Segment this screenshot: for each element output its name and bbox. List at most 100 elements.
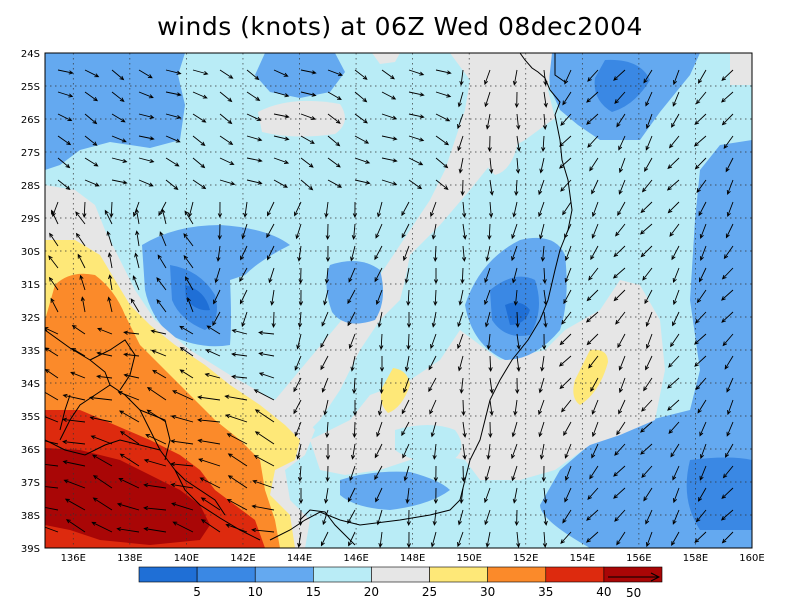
lon-label: 148E — [400, 553, 425, 564]
colorbar-labels: 5 10 15 20 25 30 35 40 — [193, 585, 611, 599]
wind-arrow — [297, 311, 303, 328]
wind-arrow — [721, 91, 734, 103]
wind-arrow — [489, 377, 494, 394]
wind-arrow — [64, 498, 86, 511]
wind-arrow — [511, 421, 518, 438]
wind-arrow — [57, 91, 74, 98]
wind-arrow — [586, 531, 599, 543]
wind-arrow — [727, 399, 734, 416]
wind-arrow — [489, 179, 494, 196]
wind-arrow — [406, 289, 411, 307]
wind-arrow — [352, 377, 357, 395]
wind-arrow — [435, 135, 450, 146]
wind-arrow — [671, 113, 680, 128]
wind-arrow — [156, 299, 167, 313]
wind-arrow — [435, 157, 449, 169]
wind-arrow — [324, 201, 329, 218]
wind-arrow — [324, 267, 330, 284]
wind-arrow — [352, 400, 358, 417]
wind-arrow — [300, 157, 314, 168]
wind-arrow — [158, 201, 167, 217]
wind-arrow — [725, 223, 734, 239]
wind-arrow — [354, 91, 368, 103]
wind-arrow — [695, 377, 707, 391]
wind-arrow — [642, 267, 653, 281]
wind-arrow — [618, 157, 626, 174]
wind-arrow — [539, 443, 545, 460]
wind-arrow — [224, 394, 248, 401]
wind-arrow — [401, 223, 410, 239]
wind-arrow — [484, 289, 491, 306]
wind-arrow — [562, 509, 572, 524]
wind-arrow — [90, 435, 113, 445]
wind-arrow — [258, 351, 275, 357]
wind-arrow — [352, 201, 358, 219]
wind-arrow — [644, 157, 653, 173]
wind-arrow — [179, 346, 194, 357]
wind-arrow — [699, 421, 707, 437]
wind-arrow — [672, 311, 680, 327]
wind-arrow — [484, 509, 491, 526]
wind-arrow — [267, 245, 275, 261]
wind-arrow — [430, 333, 437, 350]
wind-arrow — [668, 355, 680, 368]
wind-arrow — [560, 179, 572, 192]
wind-vectors — [45, 69, 734, 548]
wind-arrow — [226, 433, 248, 445]
wind-arrow — [402, 443, 410, 459]
wind-arrow — [106, 230, 113, 247]
wind-arrow — [130, 298, 140, 313]
wind-arrow — [75, 211, 86, 225]
wind-arrow — [327, 113, 341, 124]
wind-arrow — [408, 69, 425, 76]
wind-arrow — [206, 325, 221, 335]
wind-arrow — [645, 355, 653, 371]
wind-arrow — [668, 421, 680, 434]
wind-arrow — [484, 267, 491, 284]
wind-arrow — [96, 351, 113, 357]
wind-arrow — [672, 465, 680, 481]
wind-arrow — [457, 311, 464, 328]
wind-arrow — [721, 113, 734, 126]
wind-arrow — [613, 245, 626, 258]
wind-arrow — [512, 487, 518, 504]
wind-arrow — [457, 509, 464, 526]
wind-arrow — [375, 487, 383, 503]
wind-arrow — [327, 135, 341, 147]
wind-arrow — [138, 135, 155, 141]
wind-arrow — [725, 157, 734, 173]
wind-arrow — [591, 443, 599, 459]
wind-arrow — [246, 179, 263, 185]
wind-arrow — [564, 465, 572, 482]
wind-arrow — [231, 352, 248, 357]
wind-arrow — [320, 355, 329, 371]
wind-arrow — [111, 69, 125, 81]
wind-arrow — [670, 443, 680, 458]
lon-label: 142E — [230, 553, 255, 564]
wind-arrow — [119, 431, 140, 445]
wind-arrow — [516, 355, 521, 372]
lon-label: 156E — [626, 553, 651, 564]
wind-arrow — [538, 377, 545, 394]
wind-arrow — [560, 113, 572, 126]
wind-arrow — [273, 91, 290, 98]
wind-arrow — [170, 461, 194, 467]
wind-arrow — [273, 135, 290, 141]
wind-arrow — [325, 245, 331, 263]
wind-arrow — [295, 223, 302, 240]
wind-arrow — [697, 69, 707, 84]
wind-arrow — [694, 333, 707, 345]
wind-arrow — [614, 509, 626, 522]
wind-arrow — [489, 157, 494, 174]
wind-arrow — [462, 201, 467, 218]
wind-arrow — [487, 135, 492, 153]
wind-arrow — [65, 519, 86, 533]
wind-arrow — [697, 487, 707, 502]
wind-arrow — [543, 487, 548, 504]
wind-arrow — [89, 415, 113, 423]
wind-arrow — [143, 483, 167, 489]
wind-arrow — [511, 267, 518, 284]
wind-arrow — [213, 289, 221, 305]
wind-arrow — [618, 377, 626, 394]
wind-arrow — [62, 460, 86, 467]
